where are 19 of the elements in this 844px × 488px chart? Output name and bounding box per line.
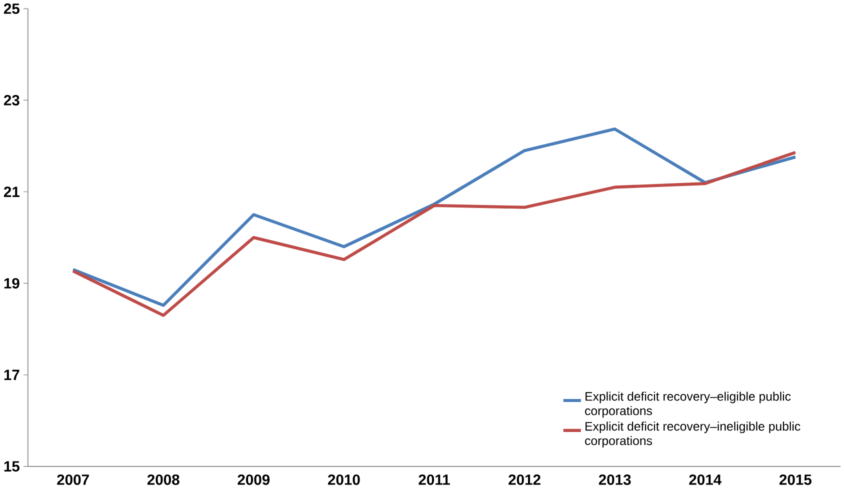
x-tick-label: 2015 [779,474,812,485]
y-tick-label: 23 [4,94,20,106]
line-series [72,127,797,307]
y-tick-label: 17 [4,370,20,380]
x-tick-label: 2013 [598,474,631,485]
x-tick-label: 2012 [508,474,540,485]
x-tick-label: 2008 [147,474,180,485]
line-series [72,150,797,317]
x-tick-label: 2011 [418,474,450,485]
y-tick-label: 25 [4,3,20,14]
y-tick-label: 19 [4,278,20,288]
x-tick-label: 2009 [238,474,270,485]
x-tick-label: 2014 [689,474,722,485]
legend-label: Explicit deficit recovery–ineligible public corporations [585,421,800,448]
x-tick-label: 2007 [57,474,89,485]
x-tick-label: 2010 [328,474,360,485]
y-tick-label: 21 [4,186,20,197]
legend-label: Explicit deficit recovery–eligible public corporations [585,392,791,418]
y-tick-label: 15 [4,461,20,472]
